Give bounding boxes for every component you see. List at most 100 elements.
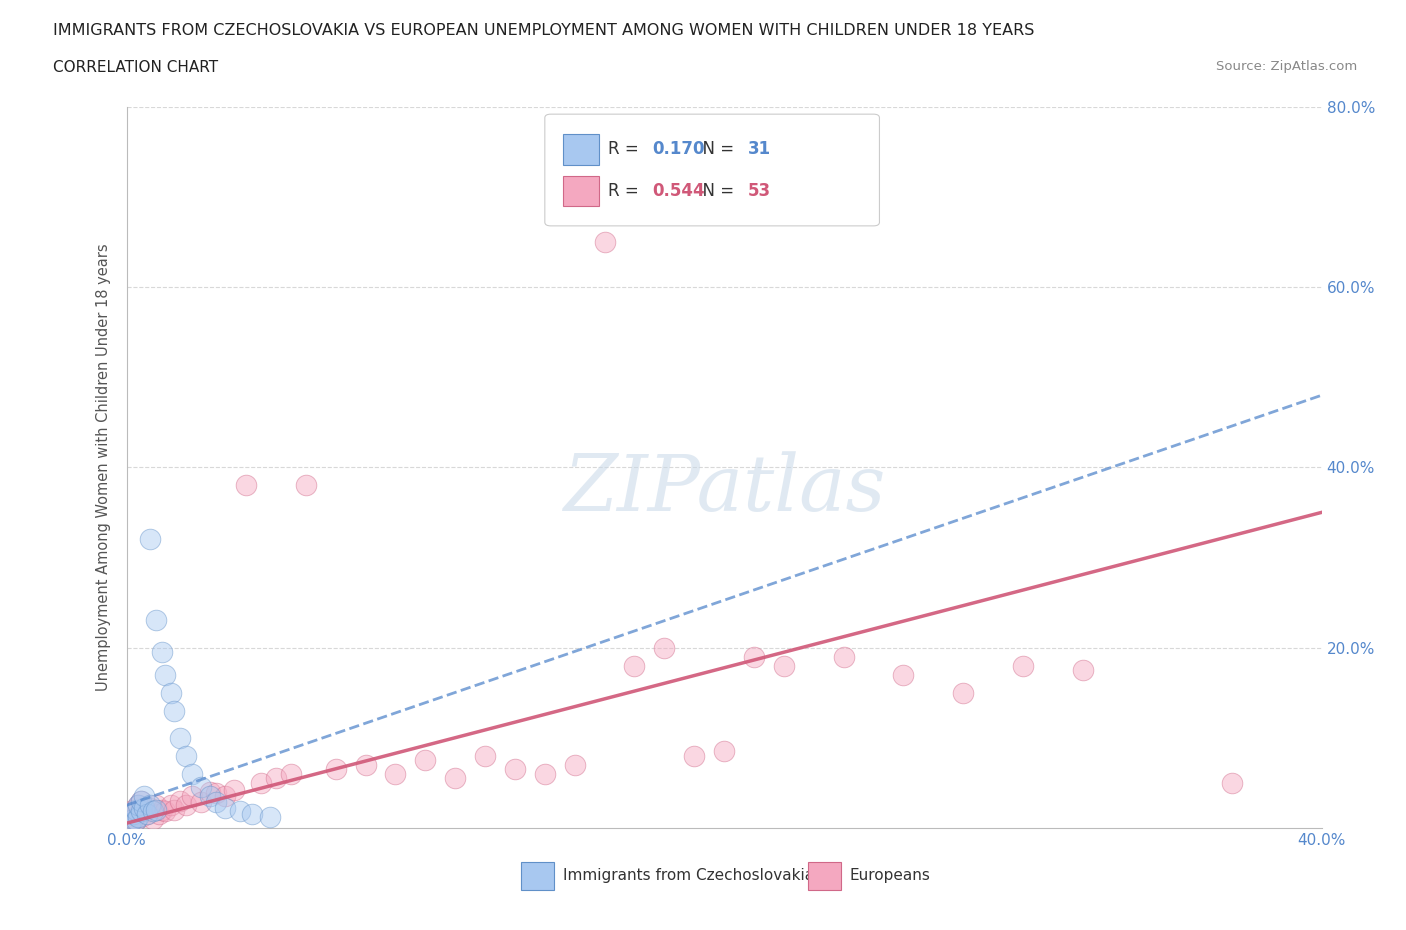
Point (200, 789, 222, 804)
Point (118, 816, 141, 830)
Point (713, 744, 735, 759)
Point (235, 478, 257, 493)
FancyBboxPatch shape (807, 862, 841, 890)
Point (142, 811, 165, 826)
Point (354, 757, 377, 772)
Point (124, 813, 146, 828)
Text: IMMIGRANTS FROM CZECHOSLOVAKIA VS EUROPEAN UNEMPLOYMENT AMONG WOMEN WITH CHILDRE: IMMIGRANTS FROM CZECHOSLOVAKIA VS EUROPE… (53, 23, 1035, 38)
Point (1220, 776, 1243, 790)
Point (169, 793, 191, 808)
Point (152, 644, 174, 659)
FancyBboxPatch shape (562, 134, 599, 165)
Text: N =: N = (692, 182, 740, 200)
Point (127, 806, 149, 821)
Point (118, 816, 141, 830)
Text: Source: ZipAtlas.com: Source: ZipAtlas.com (1216, 60, 1357, 73)
Point (623, 658, 645, 673)
Point (832, 649, 855, 664)
Point (250, 776, 273, 790)
Text: R =: R = (609, 182, 644, 200)
FancyBboxPatch shape (562, 176, 599, 206)
Text: 31: 31 (748, 140, 770, 158)
Point (121, 811, 143, 826)
Point (148, 806, 170, 821)
Point (893, 667, 915, 682)
Point (124, 803, 146, 817)
Text: 53: 53 (748, 182, 770, 200)
Point (131, 793, 153, 808)
Point (222, 782, 246, 797)
Point (145, 803, 167, 817)
Point (163, 803, 186, 817)
Point (142, 804, 165, 819)
Point (160, 798, 183, 813)
Text: N =: N = (692, 140, 740, 158)
Point (121, 806, 143, 821)
Y-axis label: Unemployment Among Women with Children Under 18 years: Unemployment Among Women with Children U… (96, 244, 111, 691)
Point (155, 804, 177, 819)
Point (952, 685, 974, 700)
FancyBboxPatch shape (520, 862, 554, 890)
Point (124, 813, 146, 828)
Point (280, 766, 302, 781)
Point (139, 532, 162, 547)
Point (121, 811, 143, 826)
Point (131, 804, 153, 819)
Text: 0.170: 0.170 (652, 140, 704, 158)
Point (205, 795, 228, 810)
Point (264, 771, 287, 786)
Point (145, 613, 167, 628)
Point (444, 771, 467, 786)
Point (474, 748, 496, 763)
Point (190, 795, 212, 810)
Point (205, 786, 228, 801)
Point (127, 798, 149, 813)
Point (214, 789, 236, 804)
Point (155, 667, 177, 682)
Point (229, 804, 252, 819)
Point (534, 766, 557, 781)
Point (214, 801, 236, 816)
Text: R =: R = (609, 140, 644, 158)
Point (136, 806, 159, 821)
Text: Europeans: Europeans (849, 869, 931, 883)
Point (127, 798, 149, 813)
Point (121, 803, 143, 817)
Point (181, 766, 204, 781)
Point (131, 809, 153, 824)
Point (564, 757, 586, 772)
Point (134, 789, 156, 804)
Point (134, 801, 156, 816)
Point (174, 798, 197, 813)
Point (139, 798, 162, 813)
Point (742, 649, 765, 664)
Point (683, 748, 706, 763)
Point (1071, 662, 1094, 677)
Point (160, 685, 183, 700)
Text: Immigrants from Czechoslovakia: Immigrants from Czechoslovakia (562, 869, 814, 883)
Point (131, 793, 153, 808)
Point (240, 806, 263, 821)
Point (145, 798, 167, 813)
Text: ZIPatlas: ZIPatlas (562, 451, 886, 527)
Point (152, 803, 174, 817)
Point (139, 801, 162, 816)
Point (325, 762, 347, 777)
Point (200, 784, 222, 799)
Point (593, 234, 616, 249)
Point (415, 752, 437, 767)
Point (127, 809, 149, 824)
Point (773, 658, 796, 673)
Point (259, 809, 281, 824)
Point (190, 779, 212, 794)
Point (163, 703, 186, 718)
Point (169, 730, 191, 745)
Point (136, 806, 159, 821)
Point (294, 478, 316, 493)
Point (503, 762, 526, 777)
Point (652, 640, 675, 655)
Point (1011, 658, 1033, 673)
Text: CORRELATION CHART: CORRELATION CHART (53, 60, 218, 75)
FancyBboxPatch shape (544, 114, 880, 226)
Text: 0.544: 0.544 (652, 182, 704, 200)
